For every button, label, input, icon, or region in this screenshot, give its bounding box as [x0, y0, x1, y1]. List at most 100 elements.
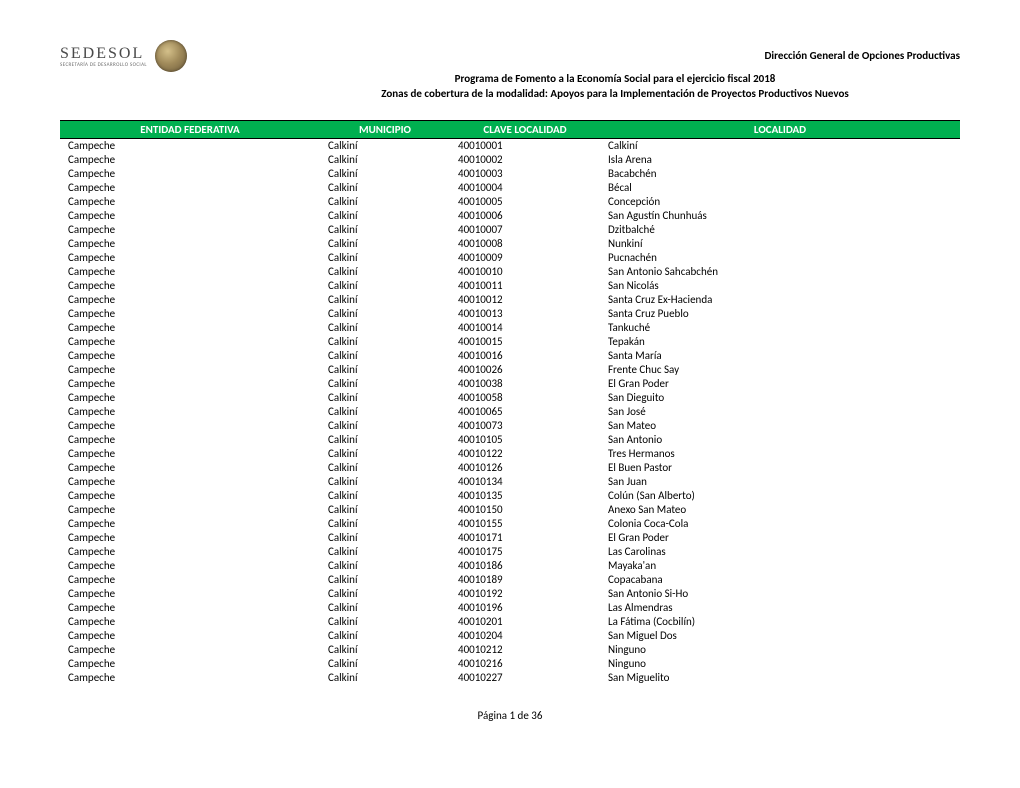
table-row: CampecheCalkiní40010016Santa María [60, 349, 960, 363]
table-cell: Campeche [60, 167, 320, 181]
table-cell: Campeche [60, 209, 320, 223]
table-cell: Calkiní [320, 447, 450, 461]
table-cell: Calkiní [320, 138, 450, 153]
table-cell: Campeche [60, 405, 320, 419]
table-cell: Bécal [600, 181, 960, 195]
table-row: CampecheCalkiní40010009Pucnachén [60, 251, 960, 265]
table-cell: 40010026 [450, 363, 600, 377]
table-row: CampecheCalkiní40010065San José [60, 405, 960, 419]
title-line-2: Programa de Fomento a la Economía Social… [270, 72, 960, 87]
table-cell: Campeche [60, 335, 320, 349]
table-row: CampecheCalkiní40010058San Dieguito [60, 391, 960, 405]
table-cell: Calkiní [320, 153, 450, 167]
table-cell: Campeche [60, 559, 320, 573]
table-cell: Campeche [60, 223, 320, 237]
table-row: CampecheCalkiní40010189Copacabana [60, 573, 960, 587]
table-cell: 40010004 [450, 181, 600, 195]
table-cell: Campeche [60, 671, 320, 685]
table-row: CampecheCalkiní40010002Isla Arena [60, 153, 960, 167]
table-cell: Calkiní [320, 209, 450, 223]
table-cell: Calkiní [320, 363, 450, 377]
table-cell: Campeche [60, 195, 320, 209]
page-footer: Página 1 de 36 [60, 709, 960, 722]
table-cell: Calkiní [320, 321, 450, 335]
table-cell: Campeche [60, 461, 320, 475]
table-cell: 40010016 [450, 349, 600, 363]
table-cell: Las Carolinas [600, 545, 960, 559]
table-row: CampecheCalkiní40010005Concepción [60, 195, 960, 209]
table-row: CampecheCalkiní40010003Bacabchén [60, 167, 960, 181]
table-row: CampecheCalkiní40010150Anexo San Mateo [60, 503, 960, 517]
org-subtitle: SECRETARÍA DE DESARROLLO SOCIAL [60, 62, 147, 68]
table-cell: La Fátima (Cocbilín) [600, 615, 960, 629]
table-cell: Campeche [60, 531, 320, 545]
table-cell: 40010196 [450, 601, 600, 615]
table-cell: 40010134 [450, 475, 600, 489]
table-body: CampecheCalkiní40010001CalkiníCampecheCa… [60, 138, 960, 685]
table-row: CampecheCalkiní40010001Calkiní [60, 138, 960, 153]
table-cell: Calkiní [320, 195, 450, 209]
table-cell: San Miguel Dos [600, 629, 960, 643]
table-cell: 40010122 [450, 447, 600, 461]
table-cell: Campeche [60, 321, 320, 335]
table-cell: Calkiní [320, 265, 450, 279]
table-cell: Calkiní [320, 293, 450, 307]
table-cell: Colonia Coca-Cola [600, 517, 960, 531]
table-cell: El Buen Pastor [600, 461, 960, 475]
table-row: CampecheCalkiní40010026Frente Chuc Say [60, 363, 960, 377]
table-cell: Calkiní [320, 573, 450, 587]
table-cell: 40010204 [450, 629, 600, 643]
table-cell: 40010212 [450, 643, 600, 657]
table-cell: 40010216 [450, 657, 600, 671]
table-cell: Santa Cruz Ex-Hacienda [600, 293, 960, 307]
table-cell: Calkiní [320, 615, 450, 629]
table-cell: 40010126 [450, 461, 600, 475]
table-cell: Campeche [60, 517, 320, 531]
table-cell: Tepakán [600, 335, 960, 349]
table-row: CampecheCalkiní40010122Tres Hermanos [60, 447, 960, 461]
table-row: CampecheCalkiní40010201La Fátima (Cocbil… [60, 615, 960, 629]
table-cell: 40010009 [450, 251, 600, 265]
table-cell: 40010008 [450, 237, 600, 251]
table-cell: 40010201 [450, 615, 600, 629]
table-row: CampecheCalkiní40010196Las Almendras [60, 601, 960, 615]
table-cell: Calkiní [320, 335, 450, 349]
table-cell: Las Almendras [600, 601, 960, 615]
title-line-3: Zonas de cobertura de la modalidad: Apoy… [270, 87, 960, 102]
header-row: SEDESOL SECRETARÍA DE DESARROLLO SOCIAL … [60, 40, 960, 72]
table-cell: Calkiní [320, 405, 450, 419]
table-cell: Calkiní [320, 237, 450, 251]
org-logo-block: SEDESOL SECRETARÍA DE DESARROLLO SOCIAL [60, 40, 187, 72]
table-cell: Campeche [60, 587, 320, 601]
table-cell: 40010065 [450, 405, 600, 419]
table-cell: San Antonio [600, 433, 960, 447]
table-cell: Campeche [60, 643, 320, 657]
table-cell: Campeche [60, 601, 320, 615]
table-cell: San Miguelito [600, 671, 960, 685]
table-cell: 40010135 [450, 489, 600, 503]
table-cell: San Juan [600, 475, 960, 489]
table-cell: Campeche [60, 377, 320, 391]
table-cell: Dzitbalché [600, 223, 960, 237]
table-row: CampecheCalkiní40010006San Agustín Chunh… [60, 209, 960, 223]
table-cell: Calkiní [320, 489, 450, 503]
table-row: CampecheCalkiní40010013Santa Cruz Pueblo [60, 307, 960, 321]
table-cell: Calkiní [320, 671, 450, 685]
col-localidad: LOCALIDAD [600, 120, 960, 138]
table-cell: Calkiní [320, 279, 450, 293]
table-cell: Campeche [60, 363, 320, 377]
table-cell: 40010186 [450, 559, 600, 573]
table-cell: Campeche [60, 251, 320, 265]
table-cell: Campeche [60, 153, 320, 167]
table-cell: Calkiní [320, 461, 450, 475]
coverage-table: ENTIDAD FEDERATIVA MUNICIPIO CLAVE LOCAL… [60, 120, 960, 685]
table-cell: Calkiní [320, 587, 450, 601]
table-cell: El Gran Poder [600, 531, 960, 545]
table-cell: El Gran Poder [600, 377, 960, 391]
table-cell: Calkiní [320, 377, 450, 391]
table-cell: Campeche [60, 475, 320, 489]
table-cell: Campeche [60, 433, 320, 447]
table-cell: Calkiní [320, 349, 450, 363]
table-cell: 40010155 [450, 517, 600, 531]
table-cell: 40010006 [450, 209, 600, 223]
